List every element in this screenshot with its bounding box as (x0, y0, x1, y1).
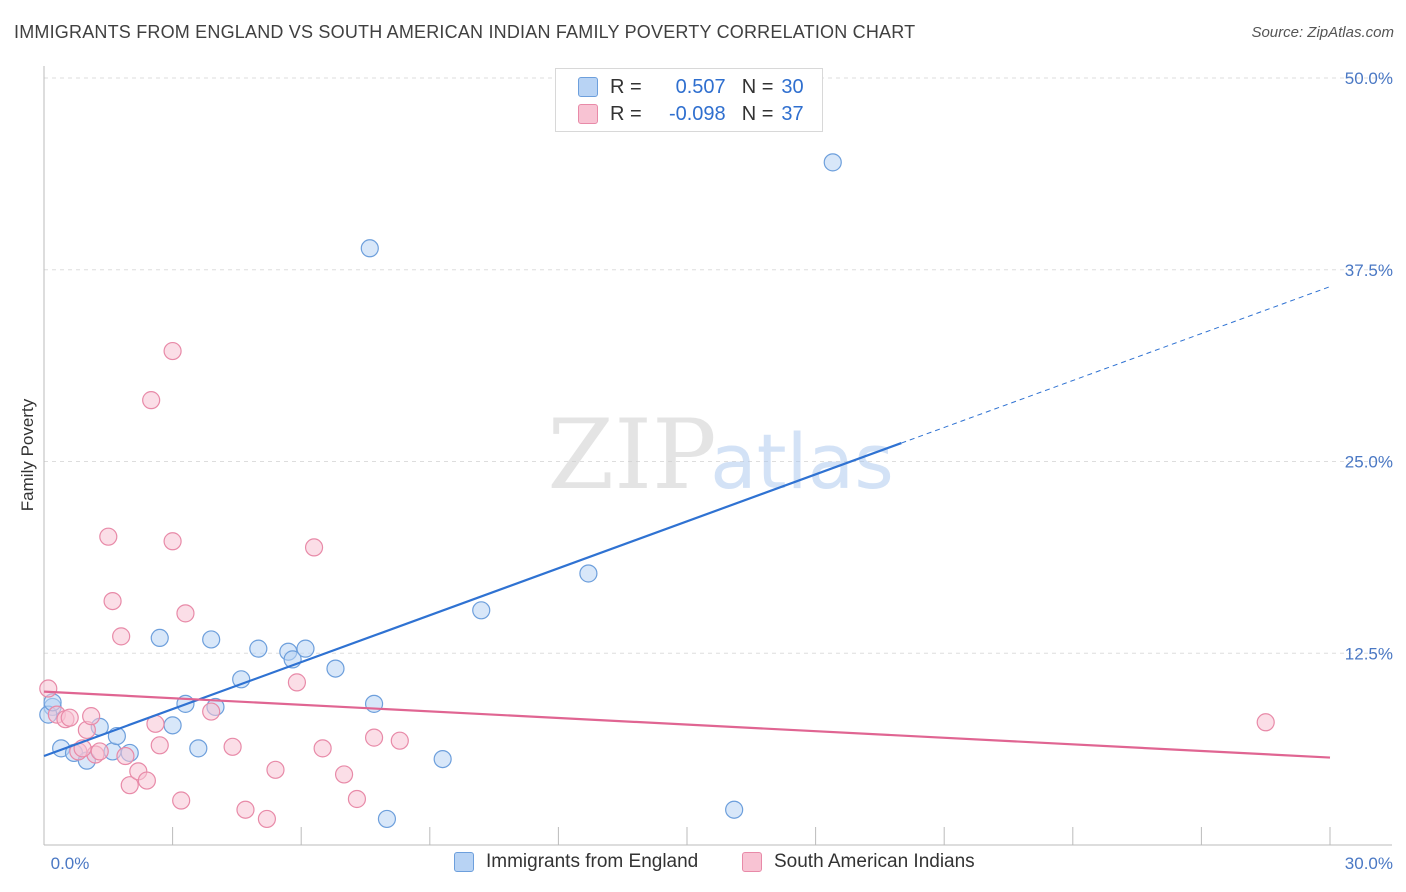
n-label: N = (741, 102, 774, 125)
n-label: N = (741, 75, 774, 98)
point-immigrants-from-england (433, 749, 452, 769)
r-value: 0.507 (675, 75, 726, 98)
watermark-atlas: atlas (710, 417, 894, 506)
point-immigrants-from-england (189, 739, 208, 758)
point-south-american-indians (347, 789, 367, 809)
point-immigrants-from-england (296, 639, 315, 658)
point-immigrants-from-england (150, 628, 169, 648)
trend-line-england-extension (901, 286, 1331, 444)
legend-label: Immigrants from England (486, 851, 699, 872)
n-value: 30 (781, 75, 804, 98)
point-immigrants-from-england (326, 659, 345, 678)
point-south-american-indians (82, 707, 101, 726)
correlation-legend: R = 0.507 N = 30 R = -0.098 N = 37 (555, 68, 823, 132)
trend-lines (43, 286, 1331, 759)
point-immigrants-from-england (472, 601, 491, 620)
point-south-american-indians (112, 627, 131, 646)
r-value: -0.098 (668, 102, 726, 125)
legend-swatch-blue (454, 852, 474, 872)
point-south-american-indians (236, 800, 255, 819)
n-value: 37 (781, 102, 804, 125)
point-south-american-indians (176, 604, 195, 623)
point-south-american-indians (172, 791, 191, 810)
point-immigrants-from-england (579, 564, 598, 583)
point-immigrants-from-england (823, 153, 842, 172)
point-south-american-indians (120, 776, 139, 795)
tick-labels: 12.5% 25.0% 37.5% 50.0% 0.0% 30.0% (51, 69, 1393, 873)
point-immigrants-from-england (163, 716, 182, 735)
point-south-american-indians (150, 736, 169, 755)
point-south-american-indians (163, 532, 182, 551)
point-immigrants-from-england (202, 630, 221, 649)
point-south-american-indians (99, 527, 118, 546)
watermark: ZIP atlas (547, 399, 893, 511)
point-south-american-indians (304, 538, 324, 557)
y-tick-label: 25.0% (1345, 453, 1393, 472)
point-south-american-indians (142, 391, 161, 410)
point-south-american-indians (163, 341, 182, 361)
point-south-american-indians (116, 746, 135, 766)
point-immigrants-from-england (360, 239, 379, 258)
legend-swatch-pink (742, 852, 762, 872)
point-south-american-indians (364, 728, 384, 747)
trend-line-south-american-indians (43, 690, 1331, 759)
source-label: Source: ZipAtlas.com (1251, 24, 1394, 41)
watermark-zip: ZIP (547, 399, 716, 511)
point-south-american-indians (287, 673, 307, 692)
trend-line-england (43, 442, 902, 758)
x-tick-label: 0.0% (51, 854, 90, 873)
point-immigrants-from-england (249, 639, 268, 658)
point-south-american-indians (60, 708, 79, 727)
point-south-american-indians (1256, 713, 1275, 732)
point-south-american-indians (90, 742, 109, 761)
legend-swatch-pink (578, 104, 598, 124)
legend-item-england: Immigrants from England (454, 851, 698, 873)
legend-label: South American Indians (774, 851, 975, 872)
legend-row-england: R = 0.507 N = 30 (578, 74, 804, 100)
point-south-american-indians (223, 737, 242, 756)
point-south-american-indians (266, 760, 285, 779)
point-immigrants-from-england (377, 809, 397, 829)
point-south-american-indians (39, 679, 58, 698)
x-tick-label: 30.0% (1345, 854, 1393, 873)
legend-item-south-american-indians: South American Indians (742, 851, 975, 873)
point-south-american-indians (257, 809, 277, 829)
y-tick-label: 50.0% (1345, 69, 1393, 88)
point-south-american-indians (202, 702, 221, 721)
y-tick-label: 12.5% (1345, 644, 1393, 663)
y-tick-label: 37.5% (1345, 261, 1393, 280)
point-south-american-indians (390, 731, 409, 750)
series-legend: Immigrants from England South American I… (0, 851, 1406, 877)
point-immigrants-from-england (725, 800, 744, 819)
point-south-american-indians (103, 591, 122, 611)
r-label: R = (610, 75, 642, 98)
grid-lines (44, 77, 1392, 654)
point-south-american-indians (137, 771, 156, 790)
point-south-american-indians (313, 739, 332, 758)
point-south-american-indians (334, 765, 354, 784)
legend-swatch-blue (578, 77, 598, 97)
r-label: R = (610, 102, 642, 125)
legend-row-south-american-indians: R = -0.098 N = 37 (578, 101, 804, 127)
chart-title: IMMIGRANTS FROM ENGLAND VS SOUTH AMERICA… (14, 22, 916, 42)
